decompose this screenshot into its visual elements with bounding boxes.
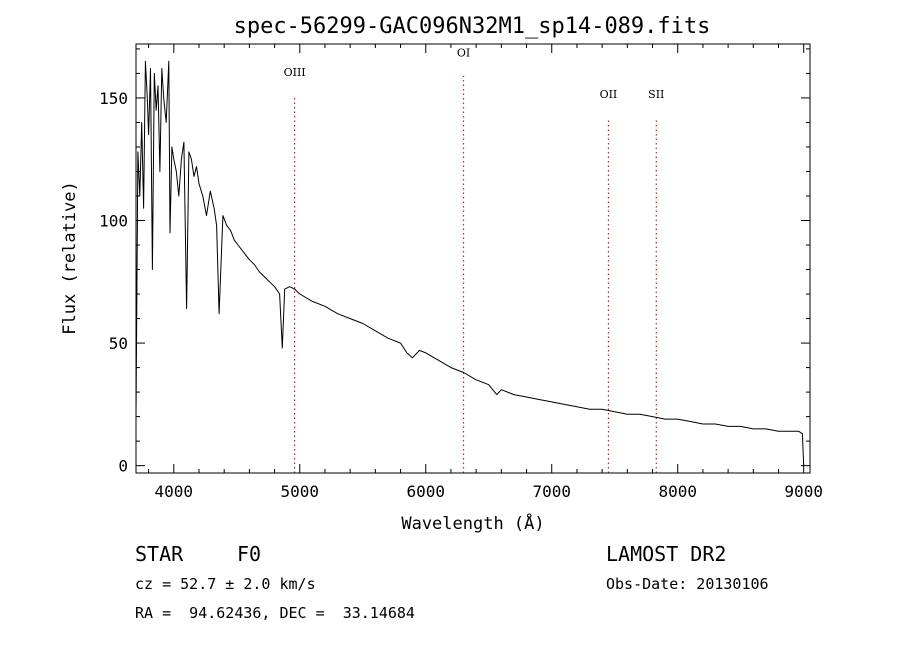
x-tick-label-4000: 4000 — [155, 482, 194, 501]
survey-name: LAMOST DR2 — [606, 542, 727, 566]
x-tick-label-8000: 8000 — [658, 482, 697, 501]
x-axis-label: Wavelength (Å) — [401, 512, 544, 534]
object-class: STAR — [135, 542, 184, 566]
line-label-oiii: OIII — [284, 66, 306, 79]
y-tick-label-150: 150 — [99, 89, 128, 108]
plot-frame — [135, 43, 811, 474]
y-axis-label: Flux (relative) — [60, 181, 80, 335]
x-tick-label-5000: 5000 — [281, 482, 320, 501]
chart-title: spec-56299-GAC096N32M1_sp14-089.fits — [234, 14, 711, 39]
obs-date: Obs-Date: 20130106 — [606, 575, 769, 593]
y-tick-label-0: 0 — [118, 457, 128, 476]
plot-area: OIII OI OII SII — [135, 46, 805, 473]
x-tick-label-9000: 9000 — [784, 482, 823, 501]
spectrum-chart: spec-56299-GAC096N32M1_sp14-089.fits OII… — [60, 14, 823, 534]
coordinates: RA = 94.62436, DEC = 33.14684 — [135, 604, 415, 622]
redshift-info: cz = 52.7 ± 2.0 km/s — [135, 575, 316, 593]
line-label-oi: OI — [457, 46, 470, 59]
axis-ticks: 4000 5000 6000 7000 8000 9000 0 50 100 150 — [99, 44, 823, 501]
spectrum-line-0 — [135, 60, 805, 466]
object-subclass: F0 — [237, 542, 262, 566]
x-tick-label-7000: 7000 — [532, 482, 571, 501]
y-tick-label-50: 50 — [109, 334, 128, 353]
line-label-oii: OII — [600, 88, 618, 101]
line-label-sii: SII — [648, 88, 664, 101]
y-tick-label-100: 100 — [99, 212, 128, 231]
x-tick-label-6000: 6000 — [406, 482, 445, 501]
